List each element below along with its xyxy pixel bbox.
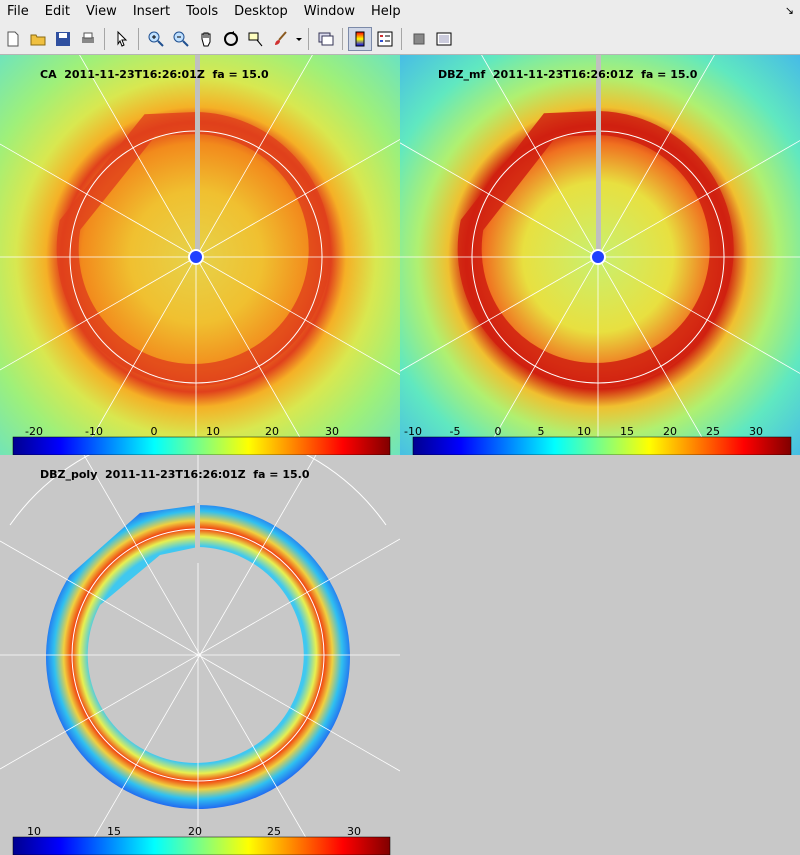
figure-toolbar bbox=[0, 23, 800, 55]
mf-cbar-tick: 10 bbox=[577, 425, 591, 438]
radar-site-marker bbox=[590, 249, 606, 265]
mf-cbar-tick: 30 bbox=[749, 425, 763, 438]
menu-view[interactable]: View bbox=[85, 4, 117, 19]
menu-bar: File Edit View Insert Tools Desktop Wind… bbox=[0, 0, 800, 23]
ca-cbar-tick: 30 bbox=[325, 425, 339, 438]
zoom-out-icon[interactable] bbox=[169, 27, 193, 51]
ca-cbar-tick: -10 bbox=[85, 425, 103, 438]
mf-beam-blockage bbox=[596, 55, 601, 255]
hide-plot-tools-icon[interactable] bbox=[407, 27, 431, 51]
radar-site-marker bbox=[188, 249, 204, 265]
poly-beam-blockage bbox=[195, 503, 200, 563]
ca-cbar-tick: -20 bbox=[25, 425, 43, 438]
ca-cbar-tick: 0 bbox=[150, 425, 158, 438]
dropdown-arrow-icon[interactable] bbox=[294, 27, 304, 51]
menu-edit[interactable]: Edit bbox=[44, 4, 70, 19]
mf-cbar-tick: -5 bbox=[449, 425, 461, 438]
menu-tools[interactable]: Tools bbox=[186, 4, 219, 19]
ca-beam-blockage bbox=[195, 55, 200, 255]
pan-hand-icon[interactable] bbox=[194, 27, 218, 51]
menu-help[interactable]: Help bbox=[371, 4, 401, 19]
rotate-3d-icon[interactable] bbox=[219, 27, 243, 51]
show-plot-tools-icon[interactable] bbox=[432, 27, 456, 51]
poly-title: DBZ_poly 2011-11-23T16:26:01Z fa = 15.0 bbox=[40, 468, 310, 481]
open-folder-icon[interactable] bbox=[26, 27, 50, 51]
toolbar-separator bbox=[104, 27, 105, 50]
ca-echo-ring bbox=[56, 111, 331, 386]
ca-title: CA 2011-11-23T16:26:01Z fa = 15.0 bbox=[40, 68, 269, 81]
mf-title: DBZ_mf 2011-11-23T16:26:01Z fa = 15.0 bbox=[438, 68, 698, 81]
link-plot-icon[interactable] bbox=[314, 27, 338, 51]
mf-cbar-tick: -10 bbox=[404, 425, 422, 438]
print-icon[interactable] bbox=[76, 27, 100, 51]
mf-cbar-tick: 5 bbox=[537, 425, 545, 438]
poly-outer-range-arc bbox=[9, 455, 387, 526]
plot-dbz-poly[interactable]: DBZ_poly 2011-11-23T16:26:01Z fa = 15.0 … bbox=[0, 455, 400, 855]
poly-cbar-tick: 10 bbox=[27, 825, 41, 838]
toolbar-separator bbox=[308, 27, 309, 50]
menu-window[interactable]: Window bbox=[303, 4, 356, 19]
toolbar-separator bbox=[138, 27, 139, 50]
colorbar-icon[interactable] bbox=[348, 26, 372, 51]
poly-cbar-tick: 15 bbox=[107, 825, 121, 838]
poly-colorbar bbox=[12, 836, 391, 855]
poly-cbar-tick: 25 bbox=[267, 825, 281, 838]
menu-desktop[interactable]: Desktop bbox=[234, 4, 288, 19]
save-icon[interactable] bbox=[51, 27, 75, 51]
legend-icon[interactable] bbox=[373, 27, 397, 51]
mf-cbar-tick: 20 bbox=[663, 425, 677, 438]
zoom-in-icon[interactable] bbox=[144, 27, 168, 51]
data-cursor-icon[interactable] bbox=[244, 27, 268, 51]
menu-insert[interactable]: Insert bbox=[132, 4, 171, 19]
mf-echo-ring bbox=[457, 110, 734, 387]
empty-plot-area bbox=[400, 455, 800, 855]
ca-colorbar bbox=[12, 436, 391, 455]
ca-cbar-tick: 10 bbox=[206, 425, 220, 438]
plot-ca[interactable]: CA 2011-11-23T16:26:01Z fa = 15.0 -20 -1… bbox=[0, 55, 400, 455]
poly-cbar-tick: 20 bbox=[188, 825, 202, 838]
mf-cbar-tick: 0 bbox=[494, 425, 502, 438]
mf-colorbar bbox=[412, 436, 792, 455]
new-file-icon[interactable] bbox=[1, 27, 25, 51]
mf-cbar-tick: 15 bbox=[620, 425, 634, 438]
brush-icon[interactable] bbox=[269, 27, 293, 51]
plot-dbz-mf[interactable]: DBZ_mf 2011-11-23T16:26:01Z fa = 15.0 -1… bbox=[400, 55, 800, 455]
dock-arrow-icon[interactable]: ↘ bbox=[784, 4, 794, 17]
mf-cbar-tick: 25 bbox=[706, 425, 720, 438]
menu-file[interactable]: File bbox=[7, 4, 29, 19]
toolbar-separator bbox=[401, 27, 402, 50]
pointer-icon[interactable] bbox=[110, 27, 134, 51]
ca-cbar-tick: 20 bbox=[265, 425, 279, 438]
toolbar-separator bbox=[342, 27, 343, 50]
poly-cbar-tick: 30 bbox=[347, 825, 361, 838]
